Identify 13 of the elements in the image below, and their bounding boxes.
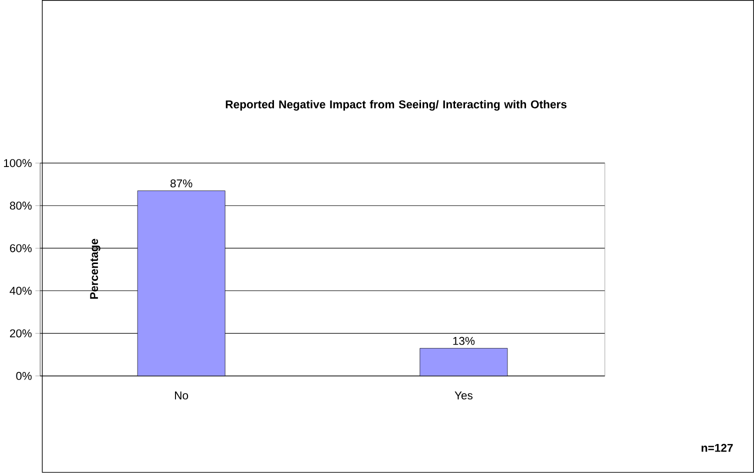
y-tick-label: 100%	[4, 159, 32, 168]
y-tick-label: 40%	[10, 286, 32, 295]
chart-title: Reported Negative Impact from Seeing/ Interacting with Others	[226, 100, 566, 111]
x-tick-label: No	[175, 392, 188, 400]
data-label: 13%	[453, 337, 475, 346]
y-tick-label: 0%	[16, 372, 32, 380]
x-tick-label: Yes	[454, 392, 473, 400]
data-label: 87%	[170, 180, 192, 188]
y-tick-label: 20%	[10, 329, 32, 338]
y-tick-label: 60%	[10, 244, 32, 252]
y-axis-title: Percentage	[90, 239, 100, 299]
text: n=127	[702, 444, 733, 452]
y-tick-label: 80%	[10, 202, 32, 210]
